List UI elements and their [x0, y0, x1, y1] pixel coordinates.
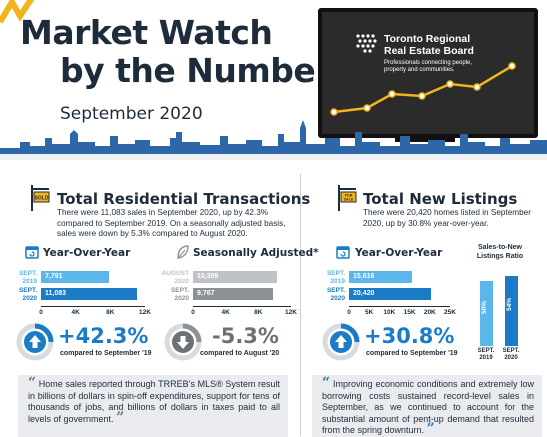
transactions-quote: “ Home sales reported through TRREB’s ML… — [18, 375, 288, 437]
transactions-description: There were 11,083 sales in September 202… — [57, 208, 286, 238]
bar — [349, 288, 432, 300]
x-tick-label: 4K — [71, 309, 80, 316]
x-tick-label: 25K — [444, 309, 456, 316]
x-tick-label: 0 — [39, 309, 43, 316]
ratio-heading-line1: Sales-to-New — [478, 244, 522, 251]
x-axis-line — [41, 306, 145, 307]
ratio-heading: Sales-to-New Listings Ratio — [470, 244, 530, 261]
svg-text:SALE: SALE — [344, 198, 354, 202]
bar-value-label: 7,791 — [45, 273, 63, 280]
ratio-bar-value: 50% — [481, 300, 488, 314]
ratio-bar-value: 54% — [506, 297, 513, 311]
x-tick-label: 0 — [191, 309, 195, 316]
x-tick-label: 10K — [383, 309, 396, 316]
bar-category-label: SEPT. 2020 — [326, 287, 345, 302]
tv-stand — [395, 138, 455, 142]
calendar-refresh-icon — [25, 246, 39, 259]
open-quote-icon: “ — [28, 375, 37, 391]
bar — [349, 271, 413, 283]
listings-quote: “ Improving economic conditions and extr… — [312, 375, 542, 437]
x-tick-label: 8K — [106, 309, 115, 316]
trreb-logo-icon — [356, 34, 377, 53]
transactions-title: Total Residential Transactions — [57, 190, 311, 208]
sold-sign-icon: SOLD — [31, 185, 50, 211]
page-subtitle: September 2020 — [60, 104, 203, 124]
listings-quote-text: Improving economic conditions and extrem… — [322, 379, 534, 435]
bar-value-label: 20,420 — [353, 290, 375, 297]
bar-value-label: 9,767 — [197, 290, 215, 297]
leaf-icon — [177, 245, 189, 259]
svg-text:FOR: FOR — [345, 194, 353, 198]
tv-screen: Toronto Regional Real Estate Board Profe… — [318, 8, 538, 138]
brand-tagline-1: Professionals connecting people, — [384, 60, 472, 66]
listings-yoy-heading: Year-Over-Year — [355, 247, 443, 259]
transactions-yoy-heading: Year-Over-Year — [43, 247, 131, 259]
tv-trend-markers — [330, 62, 516, 116]
ratio-heading-line2: Listings Ratio — [476, 252, 524, 260]
for-sale-sign-icon: FOR SALE — [338, 185, 357, 211]
up-arrow-gauge-icon — [322, 323, 360, 361]
x-tick-label: 0 — [347, 309, 351, 316]
tv-graphic: Toronto Regional Real Estate Board Profe… — [330, 33, 516, 116]
x-tick-label: 12K — [139, 309, 151, 316]
bar — [41, 288, 138, 300]
bar-category-label: AUGUST 2020 — [161, 270, 189, 285]
ratio-bar — [505, 275, 518, 346]
chevron-logo-icon — [0, 0, 35, 24]
x-tick-label: 4K — [221, 309, 230, 316]
brand-tagline-2: property and communities. — [384, 67, 455, 73]
x-tick-label: 20K — [423, 309, 436, 316]
listings-description: There were 20,420 homes listed in Septem… — [363, 208, 531, 228]
bar-value-label: 15,616 — [353, 273, 375, 280]
city-skyline — [0, 120, 547, 160]
close-quote-icon: ” — [116, 409, 125, 426]
listings-yoy-pct: +30.8% — [364, 324, 455, 348]
open-quote-icon: “ — [322, 375, 331, 391]
x-tick-label: 15K — [403, 309, 416, 316]
bar — [193, 288, 273, 300]
title-line-2: by the Numbers — [60, 51, 351, 90]
transactions-quote-text: Home sales reported through TRREB’s MLS®… — [28, 379, 280, 424]
section-divider — [300, 174, 301, 436]
title-line-1: Market Watch — [20, 13, 273, 52]
ratio-category-label: SEPT. 2020 — [502, 348, 520, 361]
bar-category-label: SEPT. 2019 — [326, 270, 345, 285]
bar — [41, 271, 109, 283]
transactions-yoy-pct: +42.3% — [58, 324, 149, 348]
brand-name-1: Toronto Regional — [384, 33, 470, 45]
brand-name-2: Real Estate Board — [384, 45, 474, 57]
x-tick-label: 5K — [365, 309, 374, 316]
down-arrow-gauge-icon — [164, 323, 202, 361]
calendar-refresh-icon — [336, 246, 350, 259]
up-arrow-gauge-icon — [16, 323, 54, 361]
transactions-sa-pct: -5.3% — [212, 324, 279, 348]
bar-value-label: 11,083 — [45, 290, 67, 297]
x-tick-label: 12K — [285, 309, 297, 316]
x-tick-label: 8K — [254, 309, 263, 316]
x-axis-line — [193, 306, 291, 307]
bar-category-label: SEPT. 2020 — [18, 287, 37, 302]
transactions-sa-compare: compared to August '20 — [200, 350, 280, 357]
listings-yoy-compare: compared to September '19 — [366, 350, 458, 357]
ratio-category-label: SEPT. 2019 — [477, 348, 495, 361]
transactions-yoy-compare: compared to September '19 — [60, 350, 152, 357]
x-axis-line — [349, 306, 450, 307]
bar-category-label: SEPT. 2020 — [170, 287, 189, 302]
bar-value-label: 10,309 — [197, 273, 219, 280]
ratio-bar — [480, 281, 493, 346]
page-title: Market Watch by the Numbers — [20, 13, 351, 90]
close-quote-icon: ” — [426, 421, 435, 437]
svg-text:SOLD: SOLD — [35, 196, 49, 202]
bar — [193, 271, 278, 283]
listings-title: Total New Listings — [363, 190, 518, 208]
transactions-sa-heading: Seasonally Adjusted* — [193, 247, 319, 259]
bar-category-label: SEPT. 2019 — [18, 270, 37, 285]
header: Market Watch by the Numbers September 20… — [0, 0, 547, 150]
